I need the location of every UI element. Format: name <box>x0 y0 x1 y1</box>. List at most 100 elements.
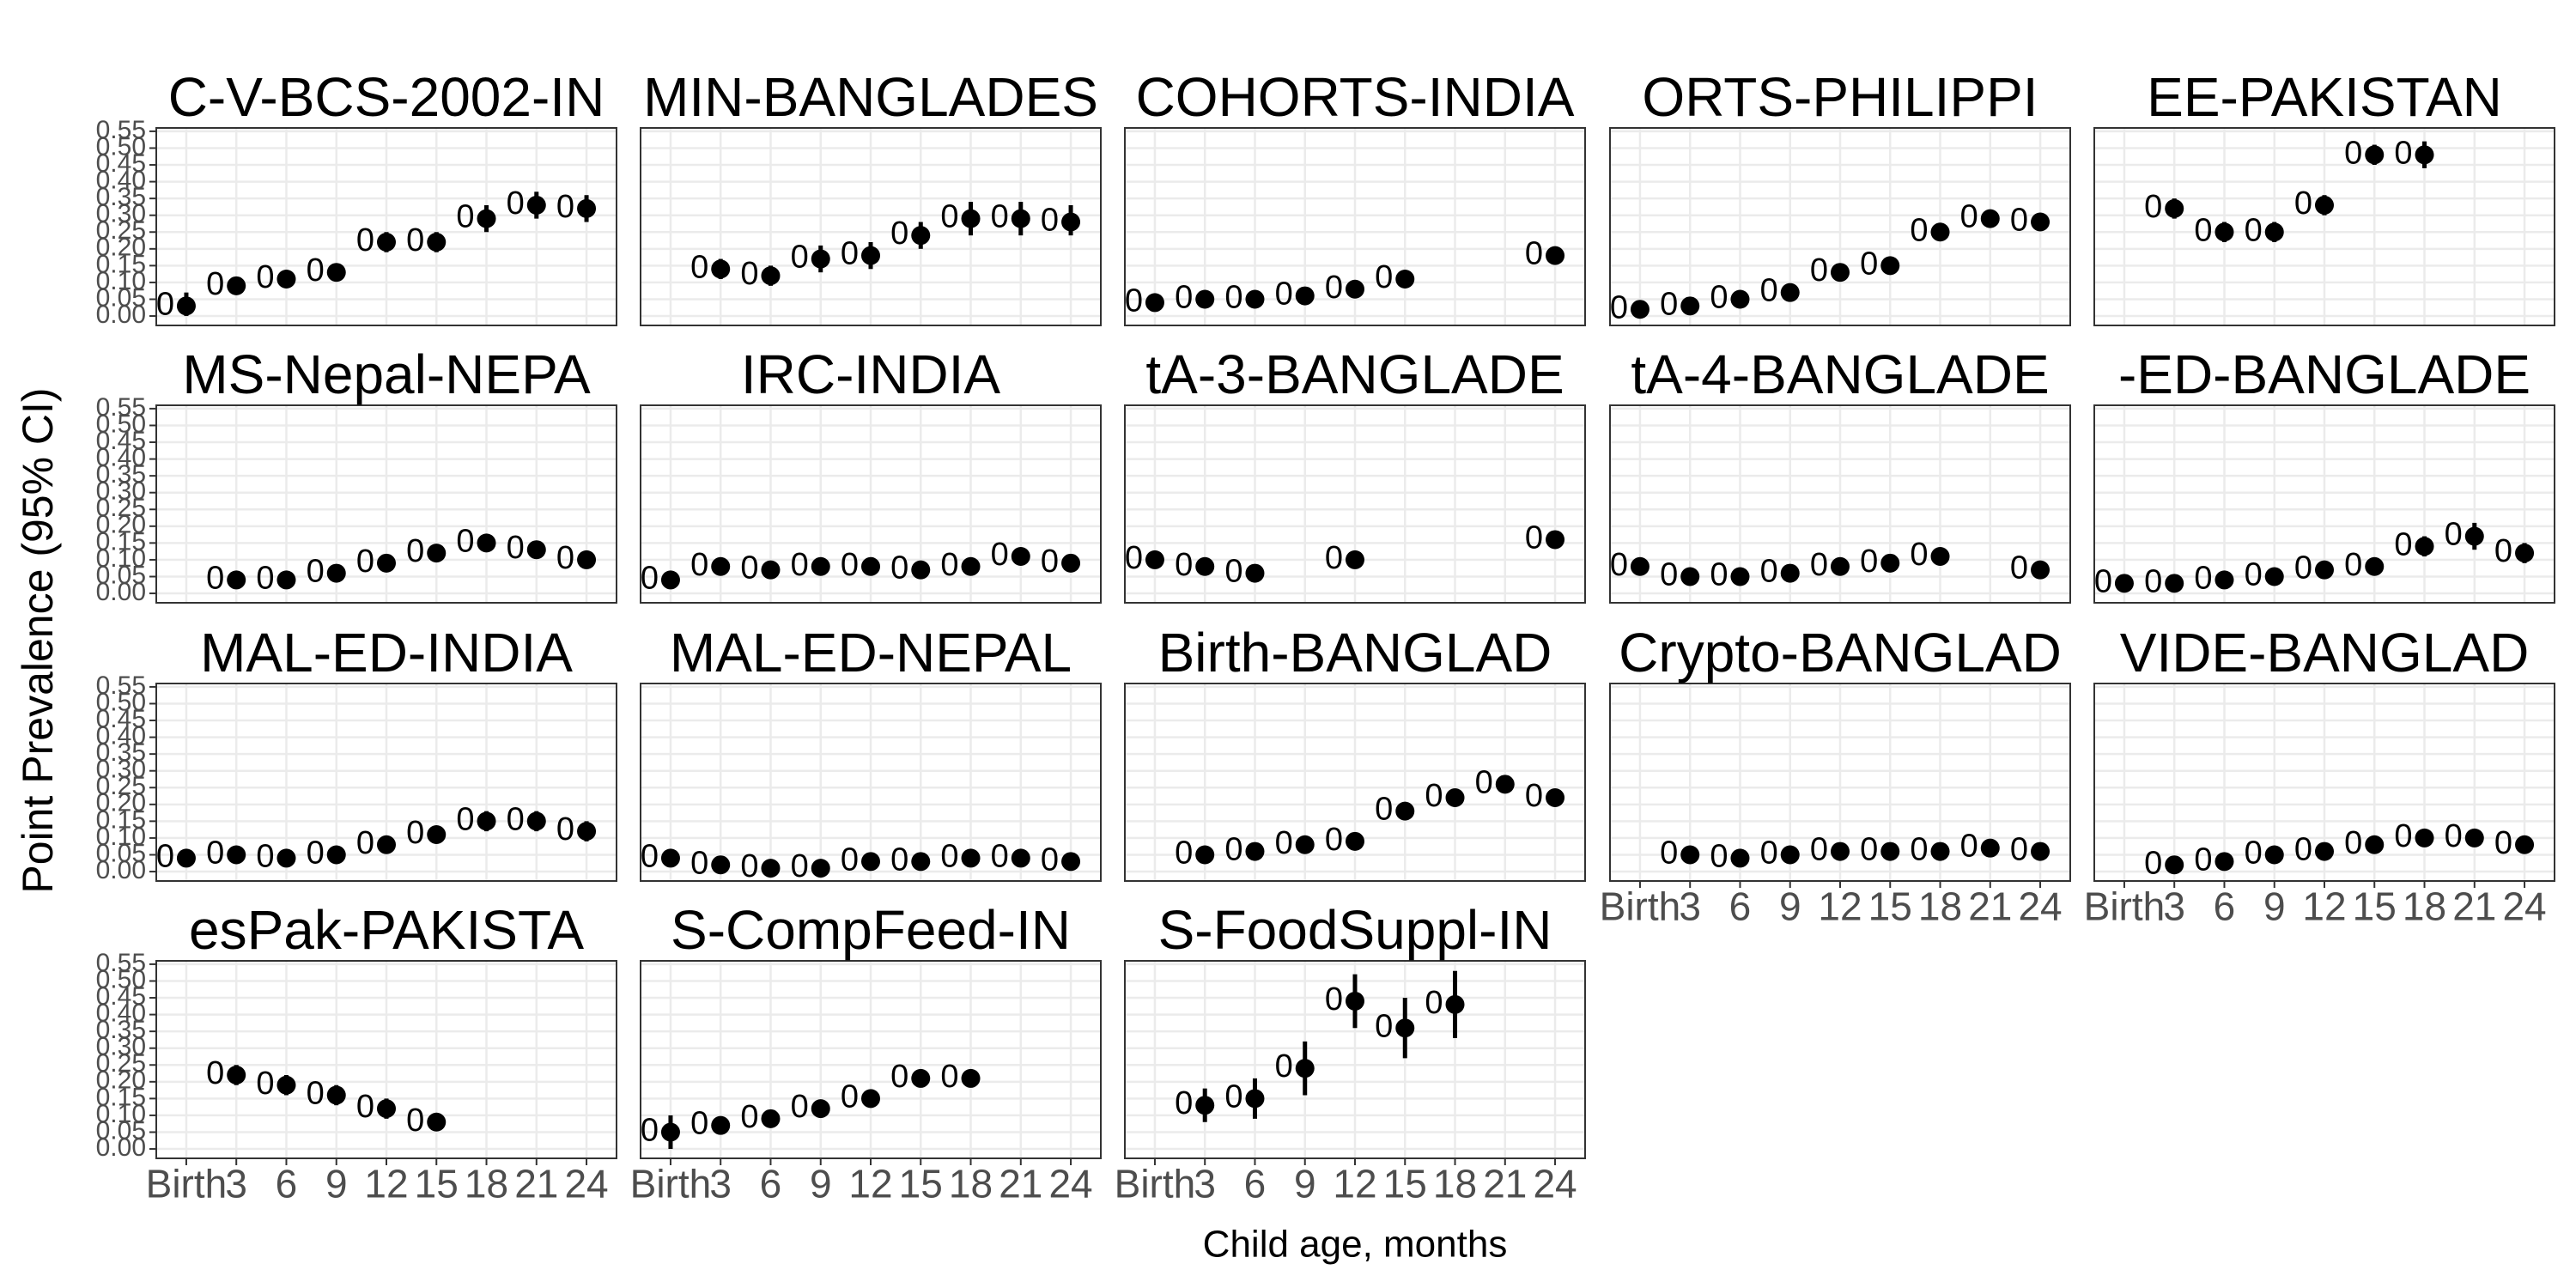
x-tick-label: 18 <box>1433 1162 1477 1206</box>
point <box>1780 283 1800 302</box>
point <box>1245 563 1265 583</box>
point <box>711 855 731 875</box>
data-label: 0 <box>2010 203 2028 239</box>
point <box>2464 828 2484 848</box>
point <box>526 540 546 560</box>
point <box>660 570 680 590</box>
data-label: 0 <box>406 1103 424 1139</box>
point <box>377 1099 396 1119</box>
x-tick-label: 6 <box>276 1162 298 1206</box>
data-label: 0 <box>1525 236 1543 272</box>
data-label: 0 <box>2294 832 2312 868</box>
data-label: 0 <box>1860 544 1878 580</box>
point <box>1245 1089 1265 1109</box>
y-tick-label: 0.05 <box>96 839 146 867</box>
point <box>1730 848 1750 868</box>
y-tick-label: 0.30 <box>96 477 146 506</box>
x-tick-label: 18 <box>465 1162 508 1206</box>
data-label: 0 <box>841 236 859 272</box>
data-label: 0 <box>1275 825 1293 861</box>
point <box>2215 570 2234 590</box>
x-tick-label: 9 <box>1779 884 1801 929</box>
x-tick-label: 18 <box>2403 884 2446 929</box>
data-label: 0 <box>1224 1078 1242 1115</box>
data-label: 0 <box>1760 835 1778 872</box>
data-label: 0 <box>2394 818 2412 854</box>
point <box>961 556 981 576</box>
x-tick-label: Birth <box>630 1162 712 1206</box>
x-tick-label: 21 <box>1483 1162 1527 1206</box>
point <box>2415 828 2434 848</box>
y-tick-label: 0.50 <box>96 688 146 716</box>
data-label: 0 <box>991 199 1009 235</box>
data-label: 0 <box>2245 835 2263 872</box>
data-label: 0 <box>1325 270 1343 306</box>
data-label: 0 <box>1810 252 1828 289</box>
facet-title: IRC-INDIA <box>741 343 1001 405</box>
x-tick-label: 12 <box>1818 884 1862 929</box>
data-label: 0 <box>940 547 958 583</box>
data-label: 0 <box>206 835 224 872</box>
data-label: 0 <box>1375 259 1393 295</box>
point <box>1780 845 1800 865</box>
point <box>1680 845 1700 865</box>
data-label: 0 <box>890 550 908 586</box>
data-label: 0 <box>1810 547 1828 583</box>
data-label: 0 <box>740 848 758 884</box>
data-label: 0 <box>641 1113 659 1149</box>
y-tick-label: 0.50 <box>96 965 146 993</box>
data-label: 0 <box>2344 825 2362 861</box>
facet-title: VIDE-BANGLAD <box>2120 622 2530 683</box>
y-tick-label: 0.50 <box>96 410 146 438</box>
data-label: 0 <box>740 1099 758 1135</box>
point <box>2464 526 2484 546</box>
point <box>1880 256 1900 276</box>
point <box>1195 556 1215 576</box>
y-tick-label: 0.05 <box>96 1116 146 1145</box>
point <box>1195 289 1215 309</box>
data-label: 0 <box>1910 537 1928 573</box>
data-label: 0 <box>507 801 525 837</box>
y-tick-label: 0.35 <box>96 183 146 211</box>
y-tick-label: 0.55 <box>96 393 146 422</box>
panel-border <box>640 127 1102 326</box>
point <box>1730 567 1750 586</box>
point <box>1011 209 1030 228</box>
data-label: 0 <box>1610 289 1628 325</box>
data-label: 0 <box>307 1075 325 1111</box>
facet-title: S-CompFeed-IN <box>671 899 1071 961</box>
point <box>227 845 246 865</box>
point <box>1195 845 1215 865</box>
data-label: 0 <box>690 1106 708 1142</box>
x-tick-label: 6 <box>2214 884 2236 929</box>
point <box>1011 547 1030 567</box>
data-label: 0 <box>556 540 574 576</box>
facet-title: MIN-BANGLADES <box>643 66 1098 128</box>
y-tick-label: 0.45 <box>96 705 146 733</box>
point <box>1346 279 1364 299</box>
y-tick-label: 0.15 <box>96 527 146 556</box>
point <box>276 1075 296 1095</box>
point <box>2264 845 2284 865</box>
point <box>1546 530 1565 550</box>
data-label: 0 <box>890 841 908 878</box>
x-tick-label: 21 <box>999 1162 1042 1206</box>
point <box>1061 852 1081 872</box>
y-tick-label: 0.10 <box>96 267 146 295</box>
x-tick-label: 3 <box>1679 884 1701 929</box>
data-label: 0 <box>456 523 474 559</box>
point <box>526 811 546 831</box>
y-tick-label: 0.25 <box>96 494 146 522</box>
data-label: 0 <box>1710 838 1728 874</box>
x-tick-label: 15 <box>1383 1162 1427 1206</box>
data-label: 0 <box>2010 832 2028 868</box>
data-label: 0 <box>206 266 224 302</box>
data-label: 0 <box>1375 792 1393 828</box>
point <box>2215 852 2234 872</box>
y-tick-label: 0.10 <box>96 1100 146 1128</box>
point <box>2315 560 2334 580</box>
facet-title: Crypto-BANGLAD <box>1619 622 2062 683</box>
